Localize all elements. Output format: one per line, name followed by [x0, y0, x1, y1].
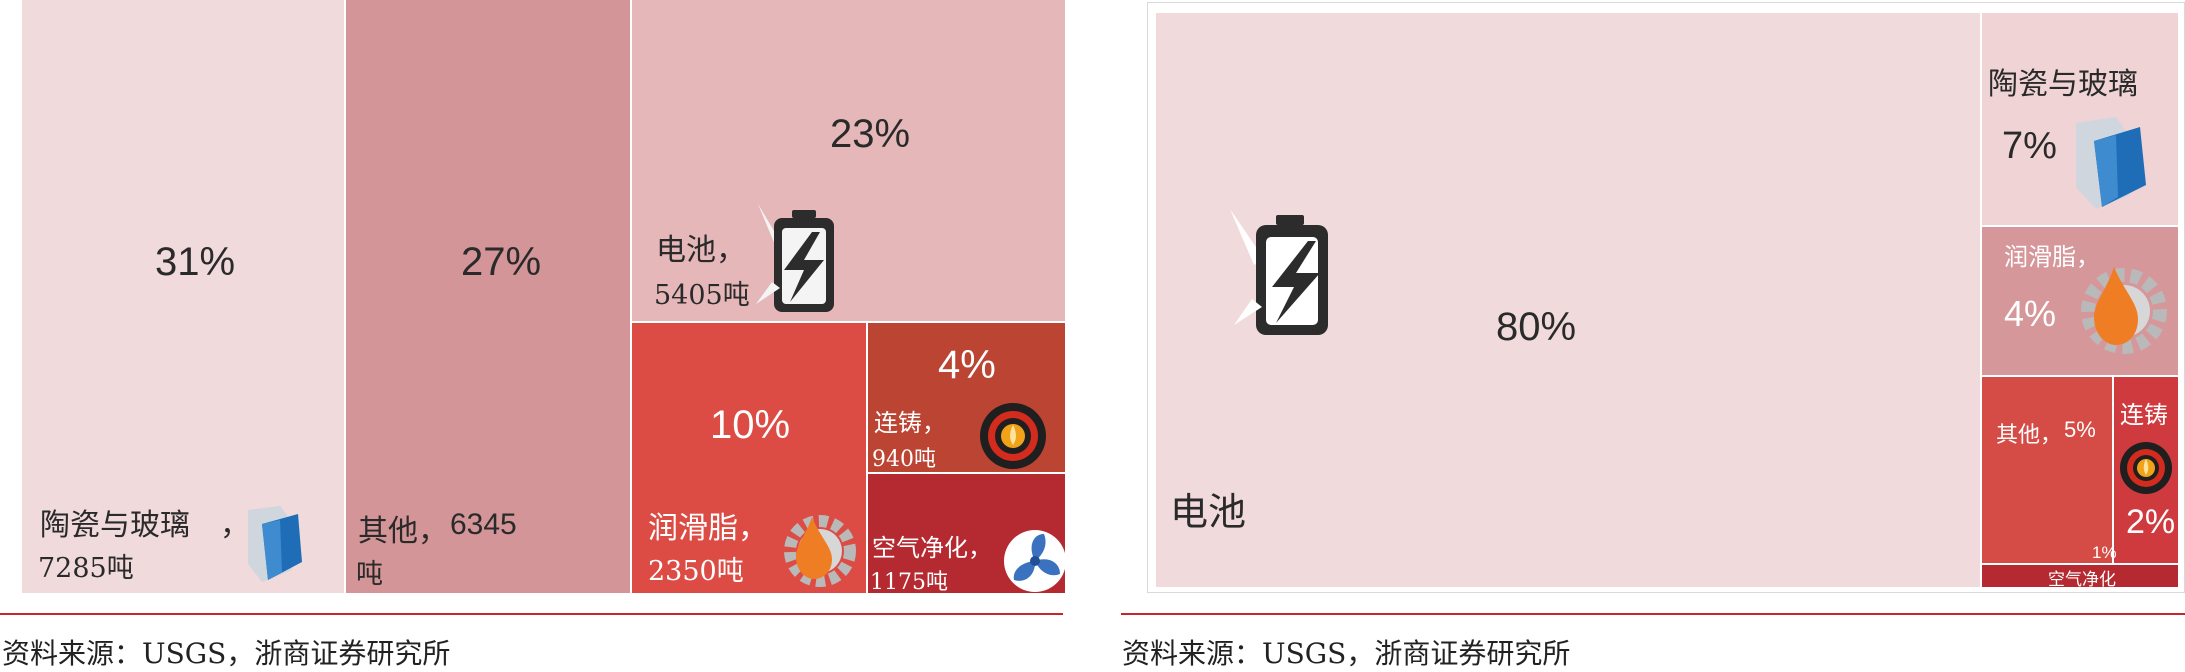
tile-category-label: 连铸 — [874, 409, 922, 437]
tile-other: 其他 ， 5% — [1982, 377, 2112, 563]
tile-continuous-casting: 4% 连铸 ， 940吨 — [868, 323, 1065, 472]
glass-pane-icon — [2076, 117, 2146, 209]
tile-air-purification: 空气净化 ， 1175吨 — [868, 474, 1066, 595]
tile-value-unit: 吨 — [356, 559, 383, 590]
tile-value-label: 6345 — [450, 508, 517, 541]
tile-value-label: 7285吨 — [38, 553, 134, 584]
tile-category-label: 连铸 — [2120, 401, 2168, 429]
source-note-left: 资料来源：USGS，浙商证券研究所 — [2, 637, 451, 670]
tile-value-label: 940吨 — [872, 447, 936, 472]
treemap-right: 80% 电池 陶瓷与玻璃 7% 润滑脂 ， 4% 其他 — [1147, 2, 2185, 593]
tile-pct-label: 2% — [2126, 503, 2176, 541]
tile-pct-label: 80% — [1496, 305, 1577, 349]
tile-battery: 80% 电池 — [1156, 13, 1980, 587]
oil-drop-gear-icon — [784, 515, 856, 587]
tile-pct-label: 27% — [461, 240, 542, 284]
tile-pct-label: 10% — [710, 403, 791, 447]
tile-lubricant: 10% 润滑脂 ， 2350吨 — [632, 323, 866, 593]
tile-ceramics-glass: 陶瓷与玻璃 7% — [1982, 13, 2178, 225]
tile-category-label: 陶瓷与玻璃 — [1988, 67, 2138, 102]
tile-air-purification: 空气净化 — [1982, 565, 2178, 590]
tile-category-label: 空气净化 — [2048, 570, 2116, 590]
tile-category-label: 电池 — [1170, 490, 1247, 534]
tile-pct-label: 5% — [2064, 417, 2096, 442]
tile-pct-label: 4% — [2004, 293, 2057, 334]
tile-lubricant: 润滑脂 ， 4% — [1982, 227, 2178, 375]
tile-category-label: 其他 — [358, 514, 418, 549]
tile-value-label: 5405吨 — [654, 280, 750, 311]
tile-category-label: 润滑脂 — [2004, 243, 2076, 271]
tile-continuous-casting: 连铸 2% — [2114, 377, 2178, 563]
tile-battery: 23% 电池 ， 5405吨 — [632, 0, 1065, 321]
tile-category-label: 润滑脂 — [648, 511, 738, 546]
tile-other: 27% 其他 ， 6345 吨 — [346, 0, 630, 593]
tile-category-label: 电池 — [656, 233, 716, 268]
battery-icon — [756, 204, 834, 312]
oil-drop-gear-icon — [2081, 267, 2167, 354]
furnace-icon — [2120, 442, 2172, 494]
tile-pct-label: 4% — [938, 343, 996, 387]
tile-ceramics-glass: 31% 陶瓷与玻璃 ， 7285吨 — [22, 0, 344, 593]
source-note-right: 资料来源：USGS，浙商证券研究所 — [1122, 637, 1571, 670]
tile-pct-label: 7% — [2002, 125, 2057, 167]
battery-icon — [1230, 209, 1328, 335]
furnace-icon — [980, 403, 1046, 469]
tile-pct-label: 23% — [830, 112, 911, 156]
tile-value-label: 2350吨 — [648, 556, 744, 587]
glass-pane-icon — [248, 506, 302, 582]
fan-icon — [1004, 530, 1066, 592]
tile-category-label: 其他 — [1996, 423, 2041, 448]
tile-category-label: 空气净化 — [872, 534, 968, 562]
source-rule-left — [0, 613, 1063, 615]
tile-value-label: 1175吨 — [870, 570, 948, 595]
treemap-left: 31% 陶瓷与玻璃 ， 7285吨 27% 其他 ， 6345 吨 23% 电池… — [22, 0, 1066, 595]
tile-pct-label: 31% — [155, 240, 236, 284]
tile-category-label: 陶瓷与玻璃 — [40, 508, 190, 543]
tile-pct-label: 1% — [2092, 543, 2117, 562]
source-rule-right — [1121, 613, 2185, 615]
